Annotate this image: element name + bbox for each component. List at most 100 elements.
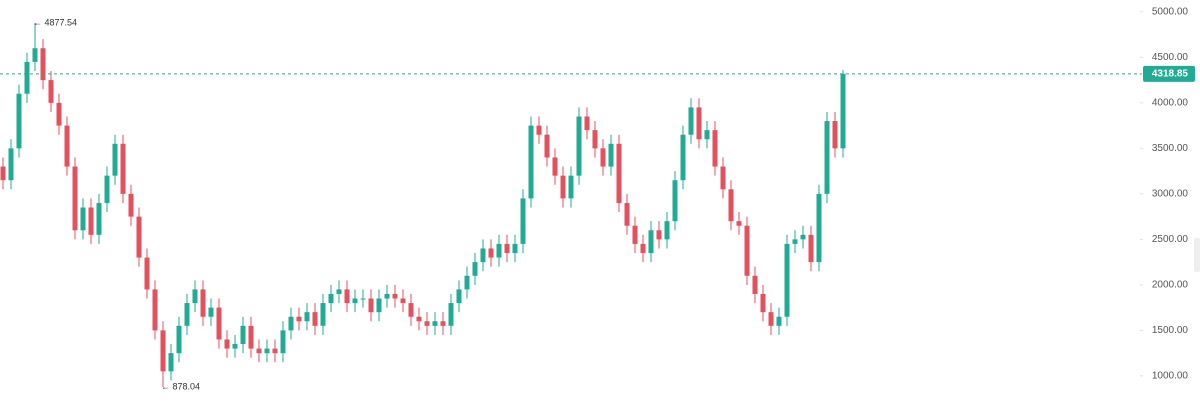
candle-body: [464, 275, 470, 290]
candle-body: [176, 325, 182, 354]
candle-body: [696, 107, 702, 140]
candle-body: [128, 193, 134, 217]
candle-body: [256, 348, 262, 354]
candle-body: [600, 148, 606, 167]
candle-body: [504, 243, 510, 254]
candle-body: [560, 175, 566, 199]
candle-body: [496, 243, 502, 258]
last-price-label: 4318.85: [1152, 68, 1189, 79]
candle-body: [480, 248, 486, 263]
candle-body: [144, 257, 150, 290]
candle-body: [384, 293, 390, 299]
y-tick-label: 4000.00: [1152, 97, 1189, 108]
candle-body: [528, 125, 534, 199]
candle-body: [832, 121, 838, 149]
candle-body: [728, 189, 734, 222]
candle-body: [520, 198, 526, 244]
candle-body: [160, 330, 166, 372]
candle-body: [768, 312, 774, 326]
candle-body: [72, 166, 78, 231]
candle-body: [648, 230, 654, 254]
y-tick-label: 5000.00: [1152, 6, 1189, 17]
candle-body: [448, 303, 454, 326]
candle-body: [200, 289, 206, 317]
candle-body: [736, 221, 742, 226]
candle-body: [208, 307, 214, 317]
candle-body: [88, 207, 94, 235]
candle-body: [552, 157, 558, 176]
candle-body: [432, 321, 438, 326]
candle-body: [576, 116, 582, 176]
candle-body: [456, 289, 462, 304]
candle-body: [816, 193, 822, 263]
candle-body: [440, 321, 446, 326]
y-tick-label: 2500.00: [1152, 234, 1189, 245]
candle-body: [184, 303, 190, 326]
candle-body: [624, 202, 630, 226]
candle-body: [64, 125, 70, 167]
candle-body: [376, 298, 382, 313]
candle-body: [112, 143, 118, 176]
candle-body: [240, 325, 246, 345]
candle-body: [424, 321, 430, 326]
side-handle[interactable]: [1194, 238, 1200, 272]
candle-body: [232, 344, 238, 349]
candle-body: [224, 339, 230, 349]
candle-body: [32, 48, 38, 62]
candle-body: [136, 216, 142, 258]
candle-body: [392, 293, 398, 299]
y-tick-label: 3000.00: [1152, 188, 1189, 199]
y-tick-label: 4500.00: [1152, 52, 1189, 63]
candle-body: [216, 307, 222, 340]
extreme-annotation: ← 4877.54: [33, 17, 77, 27]
candle-body: [344, 289, 350, 304]
candle-body: [248, 325, 254, 349]
candle-body: [808, 234, 814, 263]
candle-body: [760, 293, 766, 313]
candle-body: [616, 143, 622, 203]
candle-body: [152, 289, 158, 331]
candle-body: [400, 298, 406, 304]
candle-body: [320, 303, 326, 326]
candle-body: [656, 230, 662, 240]
candle-body: [704, 130, 710, 140]
candle-body: [56, 102, 62, 126]
candle-body: [536, 125, 542, 135]
candle-body: [472, 262, 478, 276]
candle-body: [664, 221, 670, 240]
candle-body: [792, 239, 798, 244]
candle-body: [592, 130, 598, 149]
candle-body: [712, 130, 718, 167]
last-price-box: [1143, 65, 1195, 82]
candle-body: [544, 134, 550, 158]
candle-body: [48, 80, 54, 103]
candle-body: [720, 166, 726, 190]
candle-body: [40, 48, 46, 81]
candle-body: [744, 225, 750, 276]
y-tick-label: 1500.00: [1152, 325, 1189, 336]
candle-body: [584, 116, 590, 131]
candle-body: [80, 207, 86, 231]
candle-body: [416, 316, 422, 322]
y-tick-label: 3500.00: [1152, 143, 1189, 154]
candle-body: [680, 134, 686, 181]
candle-body: [672, 180, 678, 222]
candle-body: [800, 234, 806, 240]
candle-body: [104, 175, 110, 203]
candle-body: [824, 121, 830, 194]
y-tick-label: 1000.00: [1152, 371, 1189, 382]
candle-body: [840, 73, 846, 149]
candle-body: [752, 275, 758, 294]
candle-body: [16, 93, 22, 149]
candle-body: [312, 312, 318, 326]
candle-body: [776, 316, 782, 326]
candle-body: [360, 298, 366, 300]
candle-body: [352, 298, 358, 304]
candle-body: [288, 316, 294, 331]
candle-body: [0, 166, 6, 181]
candle-body: [608, 143, 614, 167]
candle-body: [408, 303, 414, 317]
candle-body: [120, 143, 126, 194]
candle-body: [688, 107, 694, 135]
